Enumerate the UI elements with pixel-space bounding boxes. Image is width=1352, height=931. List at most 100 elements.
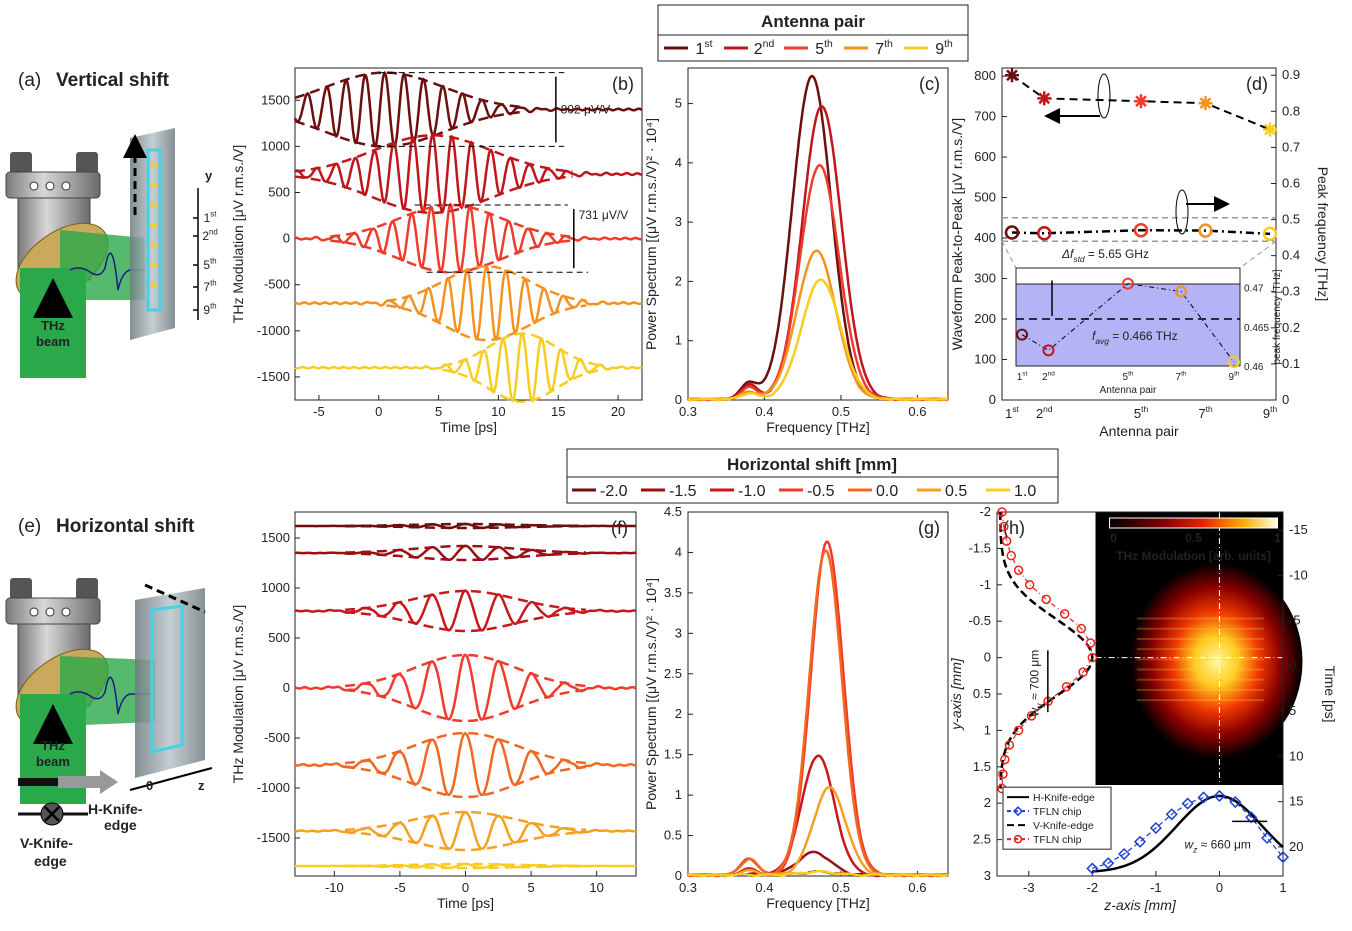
inset-marker xyxy=(1228,356,1240,369)
legend-antenna-pair: Antenna pair 1st 2nd 5th 7th 9th xyxy=(657,4,969,62)
x-tick-label: -3 xyxy=(1023,880,1035,895)
panel-label: (f) xyxy=(611,518,628,538)
spectrum-series xyxy=(688,869,949,878)
peak-frequency-line xyxy=(1011,228,1271,236)
y-tick-label: 1 xyxy=(675,333,682,348)
y-tick-label: 700 xyxy=(974,109,996,124)
spectrum-series xyxy=(688,249,948,402)
v-tfln-marker xyxy=(1085,638,1096,648)
envelope-lower xyxy=(442,368,603,404)
panel-e-illustration: (e) Horizontal shift THz beam H-Knife- e… xyxy=(5,516,213,869)
z-axis-line xyxy=(129,767,213,791)
x-tick-label: 0 xyxy=(375,404,382,419)
peak-frequency-marker xyxy=(1004,225,1020,240)
inset-y-tick-label: 0.47 xyxy=(1244,284,1264,295)
h-tfln-marker xyxy=(1213,789,1226,802)
spectrum-series xyxy=(687,105,948,402)
h-knife-label-line2: edge xyxy=(104,817,137,833)
h-tfln-marker xyxy=(1229,795,1242,809)
legend-label: H-Knife-edge xyxy=(1033,792,1095,804)
y2-tick-label: 0.7 xyxy=(1282,139,1300,154)
v-tfln-marker xyxy=(998,769,1008,779)
y2-tick-label: -5 xyxy=(1289,613,1301,628)
spectrum-series xyxy=(688,74,948,402)
thz-pulse-waveform xyxy=(69,252,145,291)
inset-connector xyxy=(1001,240,1017,269)
spectrum-series xyxy=(687,754,949,878)
x-tick-label: 0 xyxy=(1216,880,1223,895)
chart-d-peak-to-peak: 0 100 200 300 400 500 600 700 800 0 0.1 0.2 0.3 0.4 0.… xyxy=(949,67,1331,439)
x-tick-label: 7th xyxy=(1198,404,1213,421)
y-tick-label: -0.5 xyxy=(969,613,991,628)
chart-g-power-spectrum: 0.3 0.4 0.5 0.6 0 0.5 1 1.5 2 2.5 3 3.5 4 4.5 Frequenc… xyxy=(643,504,949,911)
x-tick-label: 0.4 xyxy=(755,880,773,895)
inset-line xyxy=(1021,283,1235,363)
legend-marker xyxy=(1013,834,1023,844)
y2-tick-label: 0 xyxy=(1282,392,1289,407)
x-tick-label: 0 xyxy=(462,880,469,895)
heatmap-streak xyxy=(1136,699,1264,702)
legend-label: V-Knife-edge xyxy=(1033,820,1094,832)
star-stroke xyxy=(1006,69,1018,82)
h-tfln-marker xyxy=(1181,797,1194,810)
x-tick-label: 5th xyxy=(1134,404,1149,421)
star-stroke xyxy=(1264,123,1276,136)
y2-axis-label: Peak frequency [THz] xyxy=(1315,167,1331,302)
tfln-chip-a xyxy=(130,128,175,340)
inset-marker xyxy=(1042,344,1055,357)
v-tfln-marker xyxy=(1024,580,1035,590)
z-axis-zero: 0 xyxy=(146,778,153,793)
x-tick-label: -5 xyxy=(313,404,325,419)
y-tick-label: 500 xyxy=(268,185,290,200)
y2-tick-label: 0 xyxy=(1289,658,1296,673)
inset-x-tick-label: 5th xyxy=(1123,371,1134,384)
y-tick-label: 0.5 xyxy=(973,686,991,701)
v-tfln-marker xyxy=(1013,565,1024,575)
plot-frame xyxy=(687,511,949,877)
x-tick-label: 15 xyxy=(551,404,565,419)
peak-to-peak-marker xyxy=(1005,68,1019,83)
x-tick-label: 0.4 xyxy=(755,404,773,419)
y2-tick-label: 0.4 xyxy=(1282,248,1300,263)
wy-label: wy ≈ 700 μm xyxy=(1027,650,1044,718)
waveform-series xyxy=(295,522,636,530)
x-tick-label: 5 xyxy=(435,404,442,419)
envelope-upper xyxy=(344,589,587,612)
h-tfln-marker xyxy=(1165,808,1178,821)
panel-label: (h) xyxy=(1003,518,1025,538)
h-tfln-marker xyxy=(1086,862,1099,875)
x-tick-label: -10 xyxy=(325,880,344,895)
y-tick-label: 300 xyxy=(974,271,996,286)
waveform-series xyxy=(294,202,643,273)
x-tick-label: 10 xyxy=(491,404,505,419)
y-tick-label: -1.5 xyxy=(969,540,991,555)
inset-x-tick-label: 7th xyxy=(1176,371,1187,384)
v-tfln-marker xyxy=(999,521,1009,532)
waveform-series xyxy=(294,332,643,403)
envelope-upper xyxy=(386,265,587,303)
envelope-upper xyxy=(330,203,572,238)
v-tfln-marker xyxy=(1076,623,1087,634)
knob-left xyxy=(10,152,32,174)
v-tfln-marker xyxy=(1078,667,1088,677)
horizontal-shift-arrow xyxy=(144,583,206,614)
h-knife-label-line1: H-Knife- xyxy=(88,801,143,817)
star-stroke xyxy=(1199,97,1212,110)
panel-label: (c) xyxy=(919,74,940,94)
legend-top-label: 9th xyxy=(935,39,953,58)
v-knife-label-line2: edge xyxy=(34,853,67,869)
v-tfln-marker xyxy=(1001,536,1012,546)
colorbar-tick-label: 0 xyxy=(1110,531,1117,545)
peak-frequency-marker xyxy=(1198,223,1213,238)
annotation-802: 802 μV/V xyxy=(561,103,611,117)
y-tick-label: 500 xyxy=(974,190,996,205)
y-tick-label: -1500 xyxy=(257,369,290,384)
annotation-731: 731 μV/V xyxy=(579,208,629,222)
y-tick-label: 2 xyxy=(675,273,682,288)
inset-y-axis-label: peak frequency [THz] xyxy=(1272,269,1283,364)
y-tick-label: 0 xyxy=(675,392,682,407)
x-tick-label: 1 xyxy=(1279,880,1286,895)
h-tfln-marker xyxy=(1102,857,1115,870)
y-tick-label: -1000 xyxy=(257,780,290,795)
y-axis-label: THz Modulation [μV r.m.s./V] xyxy=(230,145,246,323)
